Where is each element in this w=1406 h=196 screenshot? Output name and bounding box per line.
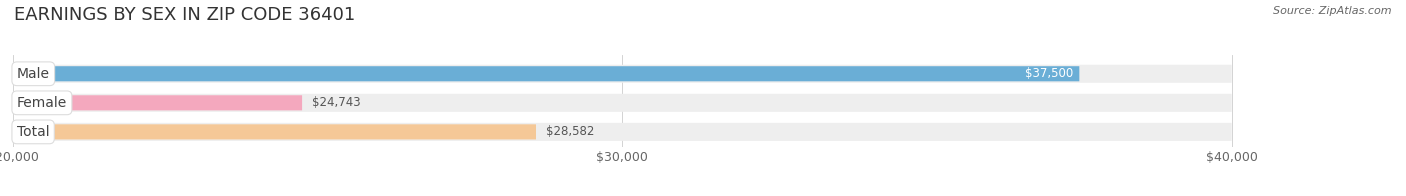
FancyBboxPatch shape xyxy=(13,123,1232,141)
Text: EARNINGS BY SEX IN ZIP CODE 36401: EARNINGS BY SEX IN ZIP CODE 36401 xyxy=(14,6,356,24)
Text: Female: Female xyxy=(17,96,67,110)
FancyBboxPatch shape xyxy=(13,124,536,139)
FancyBboxPatch shape xyxy=(13,66,1080,81)
FancyBboxPatch shape xyxy=(13,95,302,110)
Text: Male: Male xyxy=(17,67,49,81)
FancyBboxPatch shape xyxy=(13,65,1232,83)
Text: Source: ZipAtlas.com: Source: ZipAtlas.com xyxy=(1274,6,1392,16)
Text: $28,582: $28,582 xyxy=(546,125,595,138)
Text: $24,743: $24,743 xyxy=(312,96,360,109)
FancyBboxPatch shape xyxy=(13,94,1232,112)
Text: $37,500: $37,500 xyxy=(1025,67,1073,80)
Text: Total: Total xyxy=(17,125,49,139)
